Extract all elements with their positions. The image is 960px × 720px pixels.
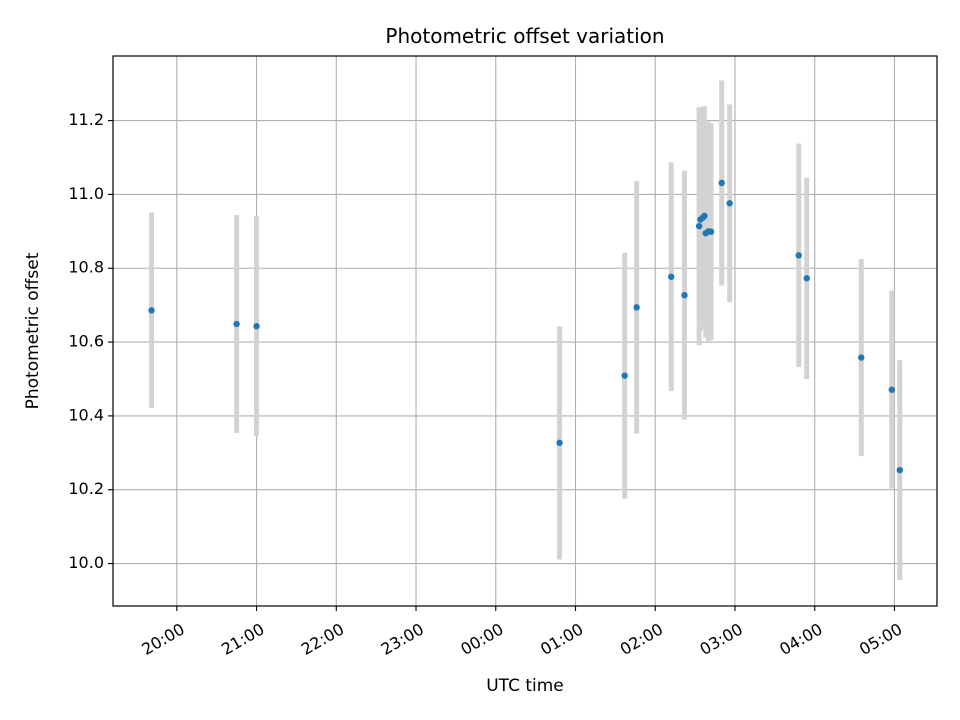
y-tick-label: 10.4 — [68, 405, 104, 424]
data-point — [718, 179, 725, 187]
data-points — [148, 179, 903, 474]
data-point — [633, 304, 640, 311]
y-tick-label: 11.2 — [68, 110, 104, 129]
y-axis: 10.0 10.2 10.4 10.6 10.8 11.0 11.2 — [68, 110, 113, 572]
data-point — [681, 291, 688, 299]
data-point — [701, 212, 708, 220]
data-point — [803, 275, 810, 282]
data-point — [858, 354, 865, 361]
data-point — [148, 307, 155, 314]
y-tick-label: 10.6 — [68, 332, 104, 351]
data-point — [896, 466, 903, 474]
data-point — [233, 320, 240, 328]
data-point — [726, 200, 733, 207]
y-tick-label: 10.2 — [68, 479, 104, 498]
y-axis-label: Photometric offset — [23, 252, 43, 409]
data-point — [667, 273, 675, 280]
data-point — [621, 372, 628, 379]
data-point — [253, 323, 260, 330]
y-tick-label: 10.0 — [68, 553, 104, 572]
data-point — [707, 228, 715, 235]
chart-title: Photometric offset variation — [385, 24, 664, 48]
plot-frame — [112, 55, 938, 607]
data-point — [795, 252, 802, 259]
y-tick-label: 11.0 — [68, 184, 104, 203]
data-point — [695, 222, 703, 230]
data-point — [556, 439, 563, 447]
y-tick-label: 10.8 — [68, 258, 104, 277]
x-axis-label: UTC time — [486, 676, 564, 696]
data-point — [888, 386, 896, 393]
